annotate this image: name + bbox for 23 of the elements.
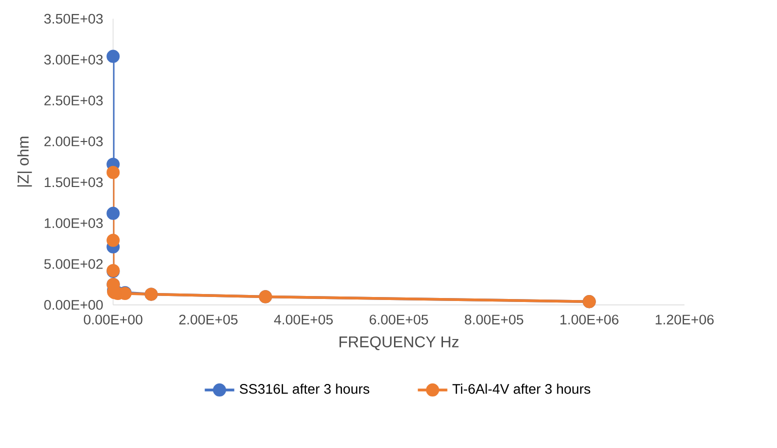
y-tick-label: 0.00E+00	[44, 300, 103, 310]
y-tick-label: 2.50E+03	[44, 96, 103, 106]
legend-label: SS316L after 3 hours	[240, 384, 370, 394]
point	[106, 234, 120, 248]
x-tick-label: 8.00E+05	[464, 314, 524, 325]
legend-label: Ti-6Al-4V after 3 hours	[452, 384, 590, 394]
y-tick-label: 3.50E+03	[44, 14, 103, 24]
y-axis-title: |Z| ohm	[17, 137, 32, 187]
y-tick-label: 3.00E+03	[44, 55, 103, 65]
point	[106, 166, 120, 180]
x-tick-label: 4.00E+05	[274, 314, 333, 325]
point	[106, 207, 120, 220]
y-tick-label: 2.00E+03	[44, 136, 103, 147]
x-tick-label: 1.00E+06	[560, 314, 618, 325]
x-tick-label: 1.20E+06	[656, 314, 714, 325]
x-tick-label: 6.00E+05	[370, 314, 428, 325]
y-tick-label: 1.00E+03	[44, 218, 103, 228]
point	[106, 50, 120, 64]
y-tick-label: 1.50E+03	[44, 178, 103, 188]
x-tick-label: 0.00E+00	[84, 314, 142, 325]
y-tick-label: 5.00E+02	[44, 259, 103, 270]
x-axis-title: FREQUENCY Hz	[340, 336, 458, 350]
x-tick-label: 2.00E+05	[179, 314, 238, 325]
